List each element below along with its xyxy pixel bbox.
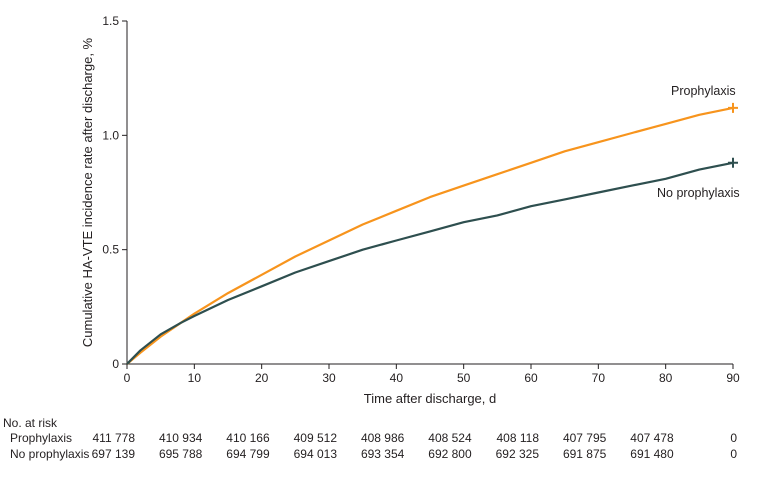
censor-mark-0 bbox=[728, 102, 738, 113]
at-risk-value: 411 778 bbox=[92, 431, 136, 445]
x-tick-label: 70 bbox=[592, 371, 606, 385]
at-risk-value: 410 934 bbox=[158, 431, 203, 445]
y-tick-label: 0.5 bbox=[102, 243, 119, 257]
x-tick-label: 20 bbox=[255, 371, 269, 385]
at-risk-value: 691 480 bbox=[630, 447, 674, 461]
at-risk-value: 695 788 bbox=[158, 447, 203, 461]
series-lines bbox=[126, 102, 738, 365]
at-risk-value: 0 bbox=[730, 431, 737, 445]
at-risk-row-label: No prophylaxis bbox=[10, 447, 90, 461]
at-risk-value: 691 875 bbox=[562, 447, 607, 461]
x-tick-label: 90 bbox=[726, 371, 740, 385]
x-tick-label: 40 bbox=[390, 371, 404, 385]
at-risk-value: 408 524 bbox=[428, 431, 472, 445]
x-tick-label: 50 bbox=[457, 371, 471, 385]
y-tick-label: 1.0 bbox=[102, 128, 119, 142]
at-risk-row-label: Prophylaxis bbox=[10, 431, 73, 445]
at-risk-value: 407 795 bbox=[562, 431, 607, 445]
censor-mark-1 bbox=[728, 157, 738, 168]
axes: 0 10 20 30 40 50 60 70 80 90 0 0.5 1.0 1.5 Time after … bbox=[80, 14, 740, 406]
at-risk-value: 693 354 bbox=[360, 447, 405, 461]
at-risk-value: 0 bbox=[730, 447, 737, 461]
series-label-1: No prophylaxis bbox=[657, 186, 740, 200]
series-line-1 bbox=[126, 161, 734, 365]
x-tick-label: 60 bbox=[524, 371, 538, 385]
at-risk-header: No. at risk bbox=[3, 416, 58, 430]
at-risk-value: 694 013 bbox=[293, 447, 337, 461]
x-tick-label: 10 bbox=[188, 371, 202, 385]
at-risk-value: 410 166 bbox=[226, 431, 270, 445]
series-label-0: Prophylaxis bbox=[671, 84, 736, 98]
chart-plot: 0 10 20 30 40 50 60 70 80 90 0 0.5 1.0 1.5 Time after … bbox=[80, 14, 740, 406]
x-tick-label: 80 bbox=[659, 371, 673, 385]
x-axis-title: Time after discharge, d bbox=[364, 391, 496, 406]
at-risk-value: 409 512 bbox=[293, 431, 337, 445]
at-risk-value: 692 800 bbox=[428, 447, 472, 461]
at-risk-value: 408 118 bbox=[496, 431, 540, 445]
y-axis-title: Cumulative HA-VTE incidence rate after d… bbox=[80, 37, 95, 347]
at-risk-value: 697 139 bbox=[91, 447, 135, 461]
x-tick-label: 30 bbox=[322, 371, 336, 385]
labels: Prophylaxis No prophylaxis bbox=[657, 84, 740, 200]
x-tick-label: 0 bbox=[124, 371, 131, 385]
at-risk-value: 694 799 bbox=[226, 447, 270, 461]
at-risk-value: 408 986 bbox=[360, 431, 405, 445]
series-line-0 bbox=[126, 106, 734, 365]
at-risk-value: 407 478 bbox=[630, 431, 674, 445]
y-tick-label: 1.5 bbox=[102, 14, 119, 28]
at-risk-value: 692 325 bbox=[495, 447, 539, 461]
y-tick-label: 0 bbox=[112, 357, 119, 371]
